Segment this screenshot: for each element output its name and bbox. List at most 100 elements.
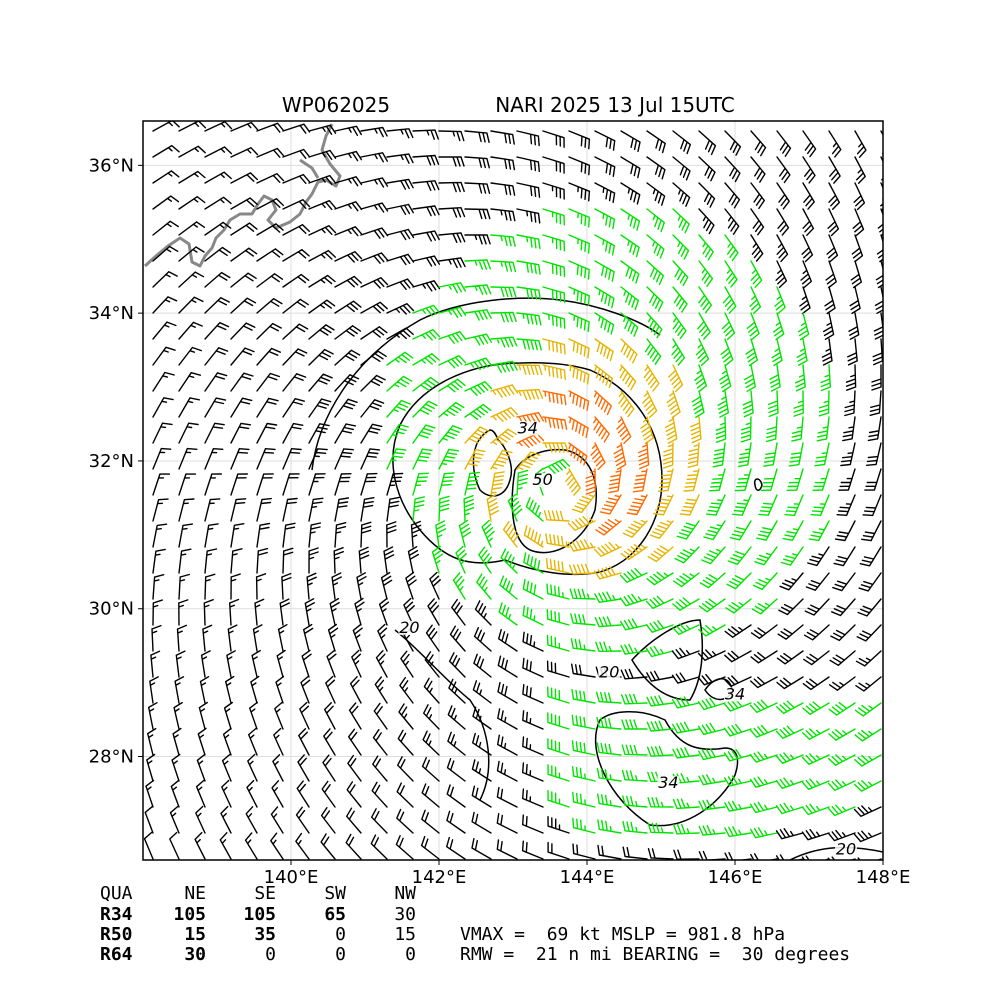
wind-barb bbox=[720, 338, 734, 367]
wind-barb bbox=[296, 780, 310, 808]
wind-barb bbox=[276, 649, 286, 678]
wind-barb bbox=[435, 520, 447, 548]
wind-barb bbox=[622, 795, 648, 808]
wind-barb bbox=[360, 521, 372, 548]
wind-barb bbox=[197, 727, 207, 756]
wind-barb bbox=[812, 468, 830, 491]
wind-barb bbox=[412, 496, 425, 522]
wind-barb bbox=[174, 676, 185, 704]
coastline-path bbox=[143, 123, 342, 268]
wind-barb bbox=[671, 672, 700, 684]
wind-barb bbox=[308, 398, 332, 418]
wind-barb bbox=[828, 156, 841, 184]
wind-barb bbox=[621, 719, 648, 730]
wind-barb bbox=[780, 546, 804, 566]
wind-barb bbox=[594, 312, 615, 335]
wind-barb bbox=[571, 494, 596, 514]
wind-barb bbox=[360, 177, 389, 188]
wind-barb bbox=[386, 278, 415, 290]
wind-barb bbox=[360, 497, 375, 522]
wind-barb bbox=[791, 416, 804, 442]
wind-barb bbox=[256, 147, 285, 158]
wind-barb bbox=[621, 769, 648, 782]
wind-barb bbox=[438, 130, 465, 142]
wind-barb bbox=[756, 520, 778, 541]
wind-barb bbox=[782, 520, 804, 541]
wind-barb bbox=[649, 520, 674, 539]
wind-barb bbox=[572, 843, 596, 860]
wind-barb bbox=[324, 702, 336, 730]
wind-barb bbox=[827, 208, 840, 237]
wind-barb bbox=[712, 442, 726, 468]
wind-barb bbox=[724, 208, 740, 235]
wind-barb bbox=[769, 364, 781, 392]
wind-barb bbox=[256, 198, 284, 210]
wind-barb bbox=[726, 572, 752, 590]
wind-barb bbox=[490, 471, 505, 496]
wind-barb bbox=[308, 547, 319, 574]
wind-barb bbox=[412, 180, 440, 191]
wind-barb bbox=[221, 779, 232, 808]
wind-barb bbox=[698, 208, 715, 235]
wind-barb bbox=[828, 676, 856, 691]
wind-barb bbox=[852, 208, 865, 237]
wind-barb bbox=[698, 286, 712, 314]
wind-barb bbox=[772, 312, 785, 341]
wind-barb bbox=[399, 676, 414, 704]
wind-barb bbox=[542, 390, 567, 406]
wind-barb bbox=[452, 572, 466, 600]
wind-barb bbox=[334, 300, 362, 314]
wind-barb bbox=[697, 649, 726, 661]
wind-barb bbox=[256, 473, 274, 496]
wind-barb bbox=[148, 702, 158, 730]
wind-barb bbox=[683, 468, 700, 492]
value-nw: 0 bbox=[405, 944, 416, 965]
wind-barb bbox=[840, 442, 856, 467]
wind-barb bbox=[776, 182, 790, 210]
value-se: 0 bbox=[265, 944, 276, 965]
wind-barb bbox=[672, 234, 690, 260]
wind-barb bbox=[438, 401, 465, 418]
wind-barb bbox=[697, 722, 726, 736]
wind-barb bbox=[570, 613, 596, 626]
wind-barb bbox=[230, 297, 257, 314]
wind-barb bbox=[360, 301, 388, 314]
wind-barb bbox=[546, 583, 570, 600]
wind-barb bbox=[152, 144, 180, 158]
wind-barb bbox=[542, 416, 568, 430]
wind-barb bbox=[230, 548, 243, 574]
wind-barb bbox=[547, 712, 570, 730]
wind-barb bbox=[203, 599, 214, 626]
wind-barb bbox=[767, 390, 779, 418]
wind-barb bbox=[360, 472, 378, 496]
wind-barb bbox=[850, 260, 862, 289]
wind-barb bbox=[327, 623, 339, 652]
wind-barb bbox=[786, 468, 804, 491]
wind-barb bbox=[775, 260, 788, 289]
wind-barb bbox=[173, 701, 183, 730]
wind-barb bbox=[254, 598, 265, 626]
wind-barb bbox=[620, 182, 641, 205]
wind-barb bbox=[438, 156, 465, 167]
wind-barb bbox=[145, 779, 155, 808]
wind-barb bbox=[230, 172, 258, 184]
value-se: 105 bbox=[243, 904, 276, 925]
wind-barb bbox=[282, 398, 305, 418]
wind-barb bbox=[858, 572, 882, 592]
contour-20kt-west bbox=[311, 297, 661, 471]
wind-barb bbox=[204, 573, 216, 600]
wind-barb bbox=[668, 364, 684, 393]
contour-label: 50 bbox=[532, 470, 552, 489]
wind-barb bbox=[568, 234, 590, 254]
wind-barb bbox=[672, 156, 691, 181]
wind-barb bbox=[672, 286, 688, 313]
wind-barb bbox=[334, 176, 363, 187]
value-sw: 65 bbox=[324, 904, 346, 925]
wind-barb bbox=[490, 311, 517, 323]
wind-barb bbox=[750, 130, 767, 157]
wind-barb bbox=[455, 545, 467, 574]
contour-label-bg bbox=[724, 687, 746, 702]
wind-barb bbox=[725, 598, 752, 614]
wind-barb bbox=[594, 364, 614, 389]
wind-barb bbox=[308, 348, 334, 366]
